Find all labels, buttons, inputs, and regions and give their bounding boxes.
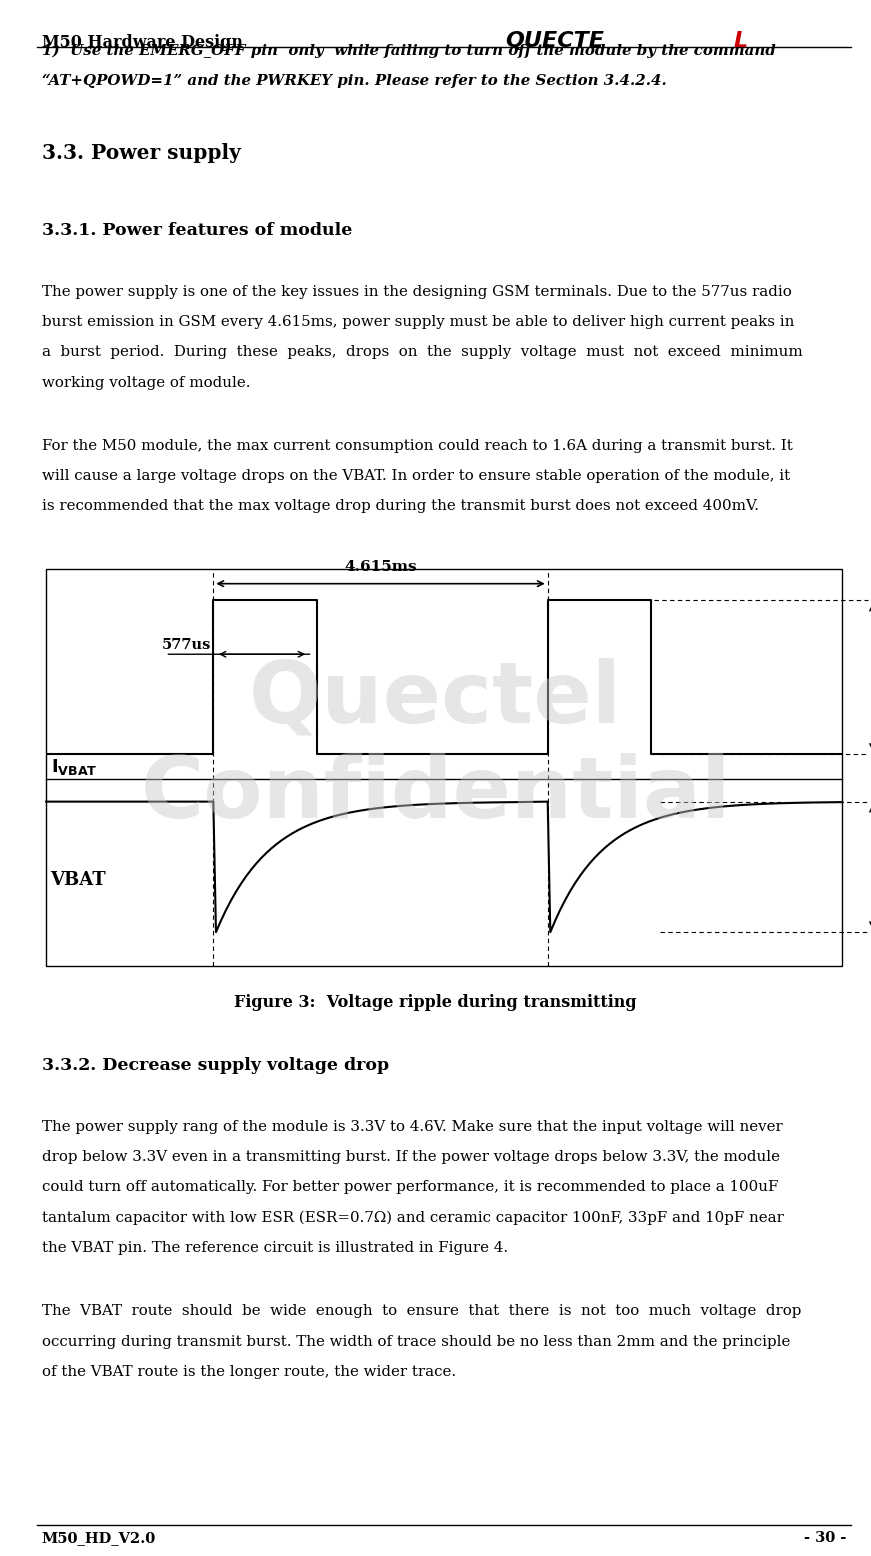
Text: For the M50 module, the max current consumption could reach to 1.6A during a tra: For the M50 module, the max current cons… [42, 439, 793, 453]
Text: tantalum capacitor with low ESR (ESR=0.7Ω) and ceramic capacitor 100nF, 33pF and: tantalum capacitor with low ESR (ESR=0.7… [42, 1211, 784, 1225]
Text: Figure 3:  Voltage ripple during transmitting: Figure 3: Voltage ripple during transmit… [234, 994, 637, 1011]
Text: Quectel
Confidential: Quectel Confidential [140, 657, 731, 837]
Text: VBAT: VBAT [51, 871, 106, 890]
Text: of the VBAT route is the longer route, the wider trace.: of the VBAT route is the longer route, t… [42, 1365, 456, 1379]
Text: 3.3.1. Power features of module: 3.3.1. Power features of module [42, 221, 352, 238]
Text: L: L [733, 31, 747, 51]
Text: the VBAT pin. The reference circuit is illustrated in Figure 4.: the VBAT pin. The reference circuit is i… [42, 1242, 508, 1256]
Text: “AT+QPOWD=1” and the PWRKEY pin. Please refer to the Section 3.4.2.4.: “AT+QPOWD=1” and the PWRKEY pin. Please … [42, 75, 666, 89]
Text: $\mathbf{I}_{\mathbf{VBAT}}$: $\mathbf{I}_{\mathbf{VBAT}}$ [51, 756, 98, 776]
Text: occurring during transmit burst. The width of trace should be no less than 2mm a: occurring during transmit burst. The wid… [42, 1335, 790, 1349]
Text: 3.3.2. Decrease supply voltage drop: 3.3.2. Decrease supply voltage drop [42, 1057, 389, 1074]
Text: The  VBAT  route  should  be  wide  enough  to  ensure  that  there  is  not  to: The VBAT route should be wide enough to … [42, 1304, 801, 1318]
Text: 3.3. Power supply: 3.3. Power supply [42, 143, 240, 163]
Text: could turn off automatically. For better power performance, it is recommended to: could turn off automatically. For better… [42, 1181, 778, 1195]
Text: 1)  Use the EMERG_OFF pin  only  while failing to turn off the module by the com: 1) Use the EMERG_OFF pin only while fail… [42, 44, 775, 58]
Text: The power supply is one of the key issues in the designing GSM terminals. Due to: The power supply is one of the key issue… [42, 285, 792, 299]
Text: 577us: 577us [161, 638, 211, 652]
Text: will cause a large voltage drops on the VBAT. In order to ensure stable operatio: will cause a large voltage drops on the … [42, 468, 790, 482]
Text: burst emission in GSM every 4.615ms, power supply must be able to deliver high c: burst emission in GSM every 4.615ms, pow… [42, 314, 794, 328]
Text: - 30 -: - 30 - [804, 1531, 847, 1545]
Text: M50 Hardware Design: M50 Hardware Design [42, 34, 243, 51]
Text: is recommended that the max voltage drop during the transmit burst does not exce: is recommended that the max voltage drop… [42, 499, 759, 513]
Text: drop below 3.3V even in a transmitting burst. If the power voltage drops below 3: drop below 3.3V even in a transmitting b… [42, 1150, 780, 1164]
Bar [46, 569, 842, 966]
Text: 4.615ms: 4.615ms [344, 560, 417, 574]
Text: The power supply rang of the module is 3.3V to 4.6V. Make sure that the input vo: The power supply rang of the module is 3… [42, 1120, 782, 1134]
Text: QUECTE: QUECTE [505, 31, 604, 51]
Text: working voltage of module.: working voltage of module. [42, 375, 250, 389]
Text: M50_HD_V2.0: M50_HD_V2.0 [42, 1531, 156, 1545]
Text: a  burst  period.  During  these  peaks,  drops  on  the  supply  voltage  must : a burst period. During these peaks, drop… [42, 345, 802, 359]
